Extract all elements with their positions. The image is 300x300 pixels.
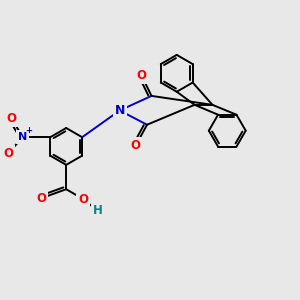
Text: N: N xyxy=(115,104,125,117)
Text: O: O xyxy=(137,69,147,82)
Text: O: O xyxy=(37,192,46,205)
Text: +: + xyxy=(25,126,32,135)
Text: O: O xyxy=(78,193,88,206)
Text: O: O xyxy=(7,112,17,125)
Text: N: N xyxy=(18,132,27,142)
Text: O: O xyxy=(3,147,13,160)
Text: H: H xyxy=(93,204,103,218)
Text: O: O xyxy=(131,139,141,152)
